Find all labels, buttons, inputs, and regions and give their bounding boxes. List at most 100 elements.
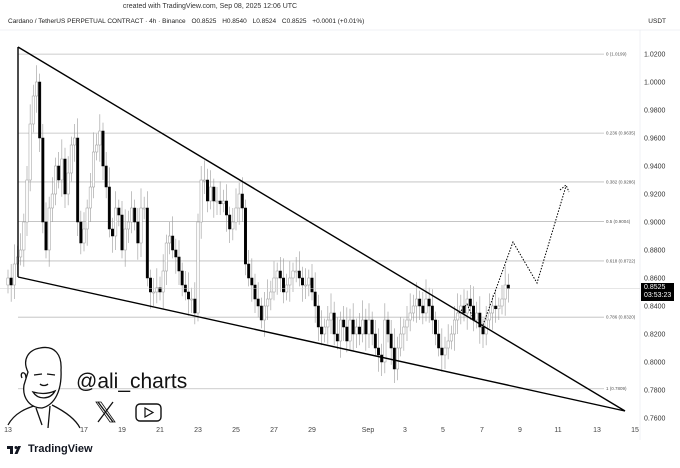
candle-bear: [250, 277, 254, 286]
candle-bull: [326, 319, 330, 328]
fib-level-label: 0.236 (0.9635): [606, 131, 636, 136]
candle-bull: [449, 333, 453, 342]
candle-bear: [117, 207, 121, 216]
candle-bear: [259, 305, 263, 321]
candle-bull: [209, 186, 213, 202]
candle-bull: [291, 270, 295, 279]
x-tick-label: 17: [80, 427, 88, 434]
candle-bull: [114, 207, 118, 237]
candle-bear: [218, 200, 222, 205]
candle-bull: [95, 144, 99, 153]
candle-bear: [310, 277, 314, 293]
candle-bull: [307, 277, 311, 286]
candle-bear: [111, 228, 114, 237]
y-tick-label: 1.0200: [644, 52, 666, 59]
x-tick-label: 21: [156, 427, 164, 434]
upper-trendline[interactable]: [17, 46, 626, 412]
y-tick-label: 0.8000: [644, 360, 666, 367]
x-tick-label: 5: [441, 427, 445, 434]
bar-countdown: 03:53:23: [644, 292, 672, 299]
candle-bear: [180, 270, 184, 286]
candle-bear: [418, 298, 422, 307]
candle-bull: [475, 312, 479, 321]
footer-brand[interactable]: TradingView: [6, 443, 93, 455]
candle-bear: [468, 298, 472, 307]
candle-bear: [364, 319, 368, 335]
candle-bull: [50, 193, 54, 209]
candle-bull: [269, 291, 273, 300]
y-tick-label: 0.9000: [644, 220, 666, 227]
candle-bear: [247, 263, 251, 279]
projection-arrowhead: [559, 184, 570, 193]
candle-bear: [244, 207, 247, 265]
candle-bull: [304, 284, 308, 287]
projection-small: [458, 303, 475, 321]
candle-bull: [234, 207, 238, 223]
candle-bear: [345, 326, 349, 342]
candle-bull: [98, 130, 102, 146]
candle-bear: [256, 298, 260, 307]
x-tick-label: 9: [518, 427, 522, 434]
candle-bull: [263, 305, 266, 321]
candle-bear: [9, 277, 13, 286]
candle-bull: [152, 291, 156, 294]
x-tick-label: 13: [593, 427, 601, 434]
x-tick-label: 13: [4, 427, 12, 434]
candle-bull: [405, 319, 409, 328]
candle-bull: [497, 305, 501, 310]
x-tick-label: 23: [194, 427, 202, 434]
brand-name: TradingView: [28, 443, 93, 455]
x-logo-icon[interactable]: [95, 401, 116, 423]
candle-bear: [386, 319, 390, 335]
symbol-legend: Cardano / TetherUS PERPETUAL CONTRACT · …: [8, 18, 368, 25]
candle-bear: [342, 319, 346, 328]
candle-bull: [453, 319, 456, 335]
candle-bull: [164, 242, 168, 272]
candle-bull: [47, 207, 51, 251]
lower-trendline[interactable]: [17, 276, 626, 412]
candle-bear: [278, 270, 282, 279]
candle-bear: [41, 137, 45, 223]
x-tick-label: 19: [118, 427, 126, 434]
candle-bear: [392, 347, 396, 370]
candle-bull: [288, 277, 292, 286]
y-tick-label: 0.7800: [644, 388, 666, 395]
candle-bull: [354, 326, 358, 335]
candle-bear: [440, 347, 444, 356]
candle-bear: [240, 193, 244, 209]
candle-bull: [12, 263, 16, 286]
current-price-tag: 0.8525 03:53:23: [641, 283, 675, 301]
candle-bull: [85, 207, 89, 230]
candle-bull: [402, 326, 406, 335]
candle-bull: [92, 151, 95, 188]
candle-bull: [237, 193, 241, 209]
youtube-icon[interactable]: [135, 403, 162, 422]
candle-bear: [44, 221, 48, 251]
candle-bull: [142, 207, 146, 210]
candle-bull: [487, 312, 491, 321]
candle-bear: [228, 214, 232, 230]
ohlc-high: H0.8540: [222, 18, 247, 25]
candle-bear: [313, 291, 317, 307]
x-tick-label: 25: [232, 427, 240, 434]
candle-bear: [193, 298, 197, 314]
y-tick-label: 0.7600: [644, 416, 666, 423]
candle-bull: [54, 165, 57, 195]
x-tick-label: 15: [631, 427, 639, 434]
candle-bull: [35, 81, 38, 97]
y-tick-label: 0.8600: [644, 276, 666, 283]
candle-bull: [446, 340, 450, 349]
candle-bull: [199, 179, 203, 223]
currency-label[interactable]: USDT: [648, 18, 666, 25]
candle-bear: [494, 305, 498, 310]
x-tick-label: 11: [554, 427, 561, 434]
ohlc-open: O0.8525: [191, 18, 217, 25]
fib-level-label: 0.5 (0.9004): [606, 219, 631, 224]
candle-bull: [130, 207, 133, 223]
candle-bull: [6, 277, 10, 286]
fib-level-label: 1 (0.7809): [606, 386, 627, 391]
candle-bear: [38, 81, 42, 139]
candle-bull: [323, 326, 327, 335]
ohlc-change: +0.0001 (+0.01%): [312, 18, 365, 25]
